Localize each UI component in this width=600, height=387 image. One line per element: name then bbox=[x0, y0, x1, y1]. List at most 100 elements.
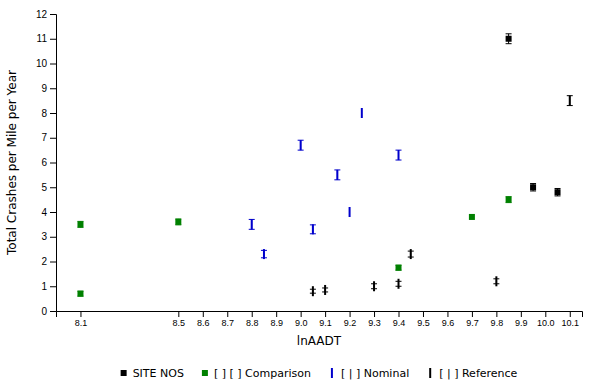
x-tick-label: 8.8 bbox=[246, 318, 259, 328]
x-tick-label: 10.0 bbox=[537, 318, 555, 328]
y-tick-label: 5 bbox=[41, 182, 47, 193]
point bbox=[300, 140, 302, 150]
x-tick-label: 9.1 bbox=[319, 318, 332, 328]
x-tick-label: 9.0 bbox=[295, 318, 308, 328]
x-tick-label: 9.7 bbox=[466, 318, 479, 328]
x-tick-mark bbox=[545, 311, 546, 317]
x-axis-label: lnAADT bbox=[297, 334, 342, 348]
legend-symbol bbox=[331, 368, 333, 378]
x-tick-mark bbox=[301, 311, 302, 317]
y-tick-mark bbox=[50, 262, 56, 263]
x-tick-mark bbox=[227, 311, 228, 317]
x-tick: 9.1 bbox=[319, 311, 332, 328]
point bbox=[396, 265, 402, 271]
x-tick-mark bbox=[521, 311, 522, 317]
point bbox=[312, 224, 314, 234]
legend-item: [ | ] Reference bbox=[430, 367, 517, 380]
x-tick-mark bbox=[252, 311, 253, 317]
error-bar bbox=[175, 219, 181, 225]
point bbox=[373, 281, 375, 291]
y-tick-mark bbox=[50, 138, 56, 139]
point bbox=[469, 214, 475, 220]
x-tick-label: 9.5 bbox=[417, 318, 430, 328]
x-tick-label: 9.8 bbox=[491, 318, 504, 328]
error-bar bbox=[310, 225, 316, 234]
error-bar bbox=[334, 170, 340, 180]
point bbox=[569, 96, 571, 106]
x-tick: 8.8 bbox=[246, 311, 259, 328]
x-tick-mark bbox=[80, 311, 81, 317]
x-tick-mark bbox=[447, 311, 448, 317]
y-tick: 5 bbox=[41, 182, 56, 193]
y-tick-mark bbox=[50, 88, 56, 89]
y-tick: 9 bbox=[41, 83, 56, 94]
point bbox=[495, 276, 497, 286]
y-tick: 0 bbox=[41, 306, 56, 317]
error-bar bbox=[530, 184, 536, 191]
y-tick-label: 0 bbox=[41, 306, 47, 317]
y-tick: 6 bbox=[41, 157, 56, 168]
series bbox=[77, 197, 511, 297]
x-tick-mark bbox=[178, 311, 179, 317]
y-tick-mark bbox=[50, 14, 56, 15]
error-bar bbox=[77, 221, 83, 227]
y-tick-mark bbox=[50, 237, 56, 238]
y-tick-label: 11 bbox=[37, 33, 48, 44]
point bbox=[410, 249, 412, 259]
y-tick-mark bbox=[50, 212, 56, 213]
error-bar bbox=[298, 140, 304, 150]
x-tick-mark bbox=[423, 311, 424, 317]
y-tick: 4 bbox=[41, 207, 56, 218]
error-bar bbox=[396, 150, 402, 160]
legend-symbol bbox=[202, 370, 208, 376]
legend-label: SITE NOS bbox=[133, 367, 184, 380]
point bbox=[251, 219, 253, 229]
series bbox=[310, 96, 573, 297]
point bbox=[312, 286, 314, 296]
y-tick-label: 2 bbox=[41, 256, 47, 267]
x-tick-label: 8.6 bbox=[197, 318, 210, 328]
error-bar bbox=[506, 197, 512, 203]
y-tick: 3 bbox=[41, 231, 56, 242]
x-tick-mark bbox=[472, 311, 473, 317]
y-tick-label: 12 bbox=[36, 9, 48, 20]
x-tick: 9.7 bbox=[466, 311, 479, 328]
legend-item: SITE NOS bbox=[121, 367, 184, 380]
x-tick: 8.6 bbox=[197, 311, 210, 328]
x-tick: 10.1 bbox=[562, 311, 580, 328]
x-tick-label: 10.1 bbox=[562, 318, 580, 328]
x-tick: 9.0 bbox=[295, 311, 308, 328]
y-tick: 7 bbox=[41, 132, 56, 143]
y-tick-mark bbox=[50, 286, 56, 287]
point bbox=[398, 279, 400, 289]
legend: SITE NOS[ ] [ ] Comparison[ | ] Nominal[… bbox=[121, 367, 518, 380]
y-tick: 10 bbox=[36, 58, 56, 69]
x-tick: 9.2 bbox=[344, 311, 357, 328]
point bbox=[506, 197, 512, 203]
x-tick: 10.0 bbox=[537, 311, 555, 328]
y-tick-mark bbox=[50, 64, 56, 65]
x-tick-mark bbox=[325, 311, 326, 317]
error-bar bbox=[396, 265, 402, 270]
y-tick: 2 bbox=[41, 256, 56, 267]
x-tick-mark bbox=[399, 311, 400, 317]
point bbox=[336, 170, 338, 180]
x-tick-mark bbox=[276, 311, 277, 317]
x-tick: 9.4 bbox=[393, 311, 406, 328]
point bbox=[263, 249, 265, 259]
legend-label: [ ] [ ] Comparison bbox=[214, 367, 311, 380]
x-tick: 8.5 bbox=[173, 311, 186, 328]
x-tick-mark bbox=[570, 311, 571, 317]
y-tick-label: 7 bbox=[41, 132, 47, 143]
point bbox=[77, 291, 83, 297]
x-axis: 8.18.58.68.78.88.99.09.19.29.39.49.59.69… bbox=[57, 311, 583, 328]
y-tick-mark bbox=[50, 39, 56, 40]
y-tick-label: 10 bbox=[36, 58, 48, 69]
y-tick-mark bbox=[50, 187, 56, 188]
legend-label: [ | ] Reference bbox=[439, 367, 517, 380]
x-tick: 9.3 bbox=[368, 311, 381, 328]
y-tick: 8 bbox=[41, 108, 56, 119]
point bbox=[324, 285, 326, 295]
error-bar bbox=[567, 96, 573, 106]
y-tick-label: 3 bbox=[41, 231, 47, 242]
